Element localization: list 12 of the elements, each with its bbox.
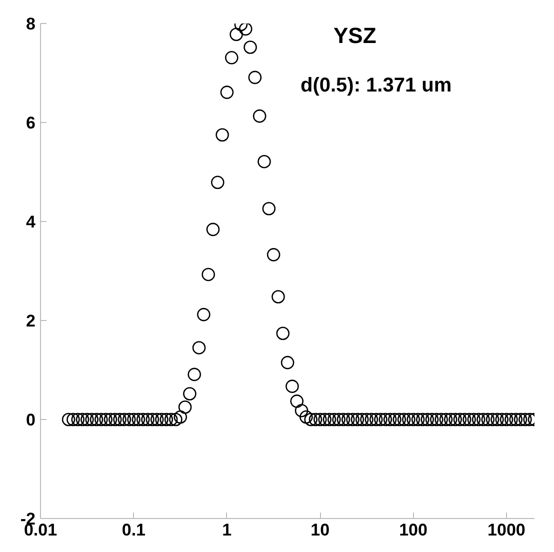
x-tick-label: 0.1 [122,520,146,540]
x-tick-label: 1000 [488,520,526,540]
y-tick-label: 2 [26,312,36,330]
y-tick-label: 0 [26,410,36,430]
y-tick-label: 4 [26,212,36,232]
x-tick-label: 10 [310,520,330,540]
x-tick-label: 100 [399,520,428,540]
annotation: d(0.5): 1.371 um [300,74,452,96]
annotation: YSZ [334,23,376,48]
y-tick-label: 8 [26,14,36,34]
y-tick-label: 6 [26,114,36,132]
x-tick-label: 1 [222,520,232,540]
